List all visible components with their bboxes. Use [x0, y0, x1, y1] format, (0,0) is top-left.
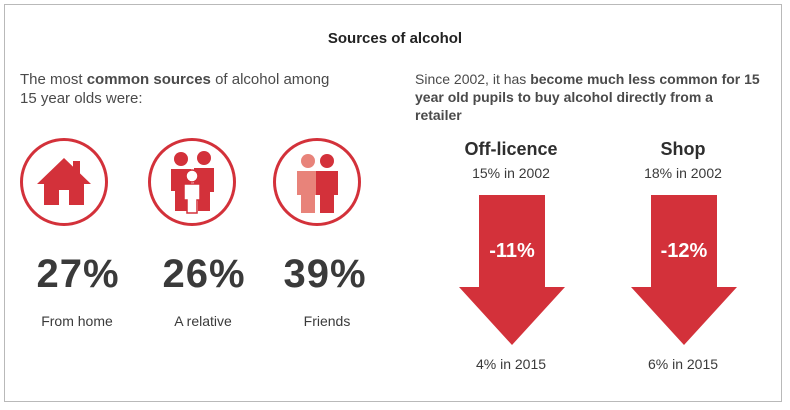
off-licence-change: -11% — [489, 240, 535, 262]
off-licence-down-arrow — [459, 195, 565, 345]
left-intro-text: The most common sources of alcohol among… — [20, 71, 330, 107]
shop-2015: 6% in 2015 — [647, 356, 719, 372]
from-home-label: From home — [41, 313, 113, 329]
off-licence-2002: 15% in 2002 — [472, 165, 550, 181]
shop-down-arrow — [631, 195, 737, 345]
shop-heading: Shop — [660, 139, 706, 159]
from-home-percent: 27% — [36, 252, 120, 296]
right-intro-text: Since 2002, it has become much less comm… — [415, 71, 760, 123]
infographic-title: Sources of alcohol — [327, 30, 463, 47]
house-icon — [20, 138, 108, 226]
friends-label: Friends — [303, 313, 351, 329]
relative-label: A relative — [174, 313, 232, 329]
family-icon — [148, 138, 236, 226]
friends-percent: 39% — [283, 252, 367, 296]
shop-change: -12% — [660, 240, 708, 262]
off-licence-heading: Off-licence — [464, 139, 558, 159]
shop-2002: 18% in 2002 — [644, 165, 722, 181]
off-licence-2015: 4% in 2015 — [475, 356, 547, 372]
friends-icon — [273, 138, 361, 226]
relative-percent: 26% — [162, 252, 246, 296]
